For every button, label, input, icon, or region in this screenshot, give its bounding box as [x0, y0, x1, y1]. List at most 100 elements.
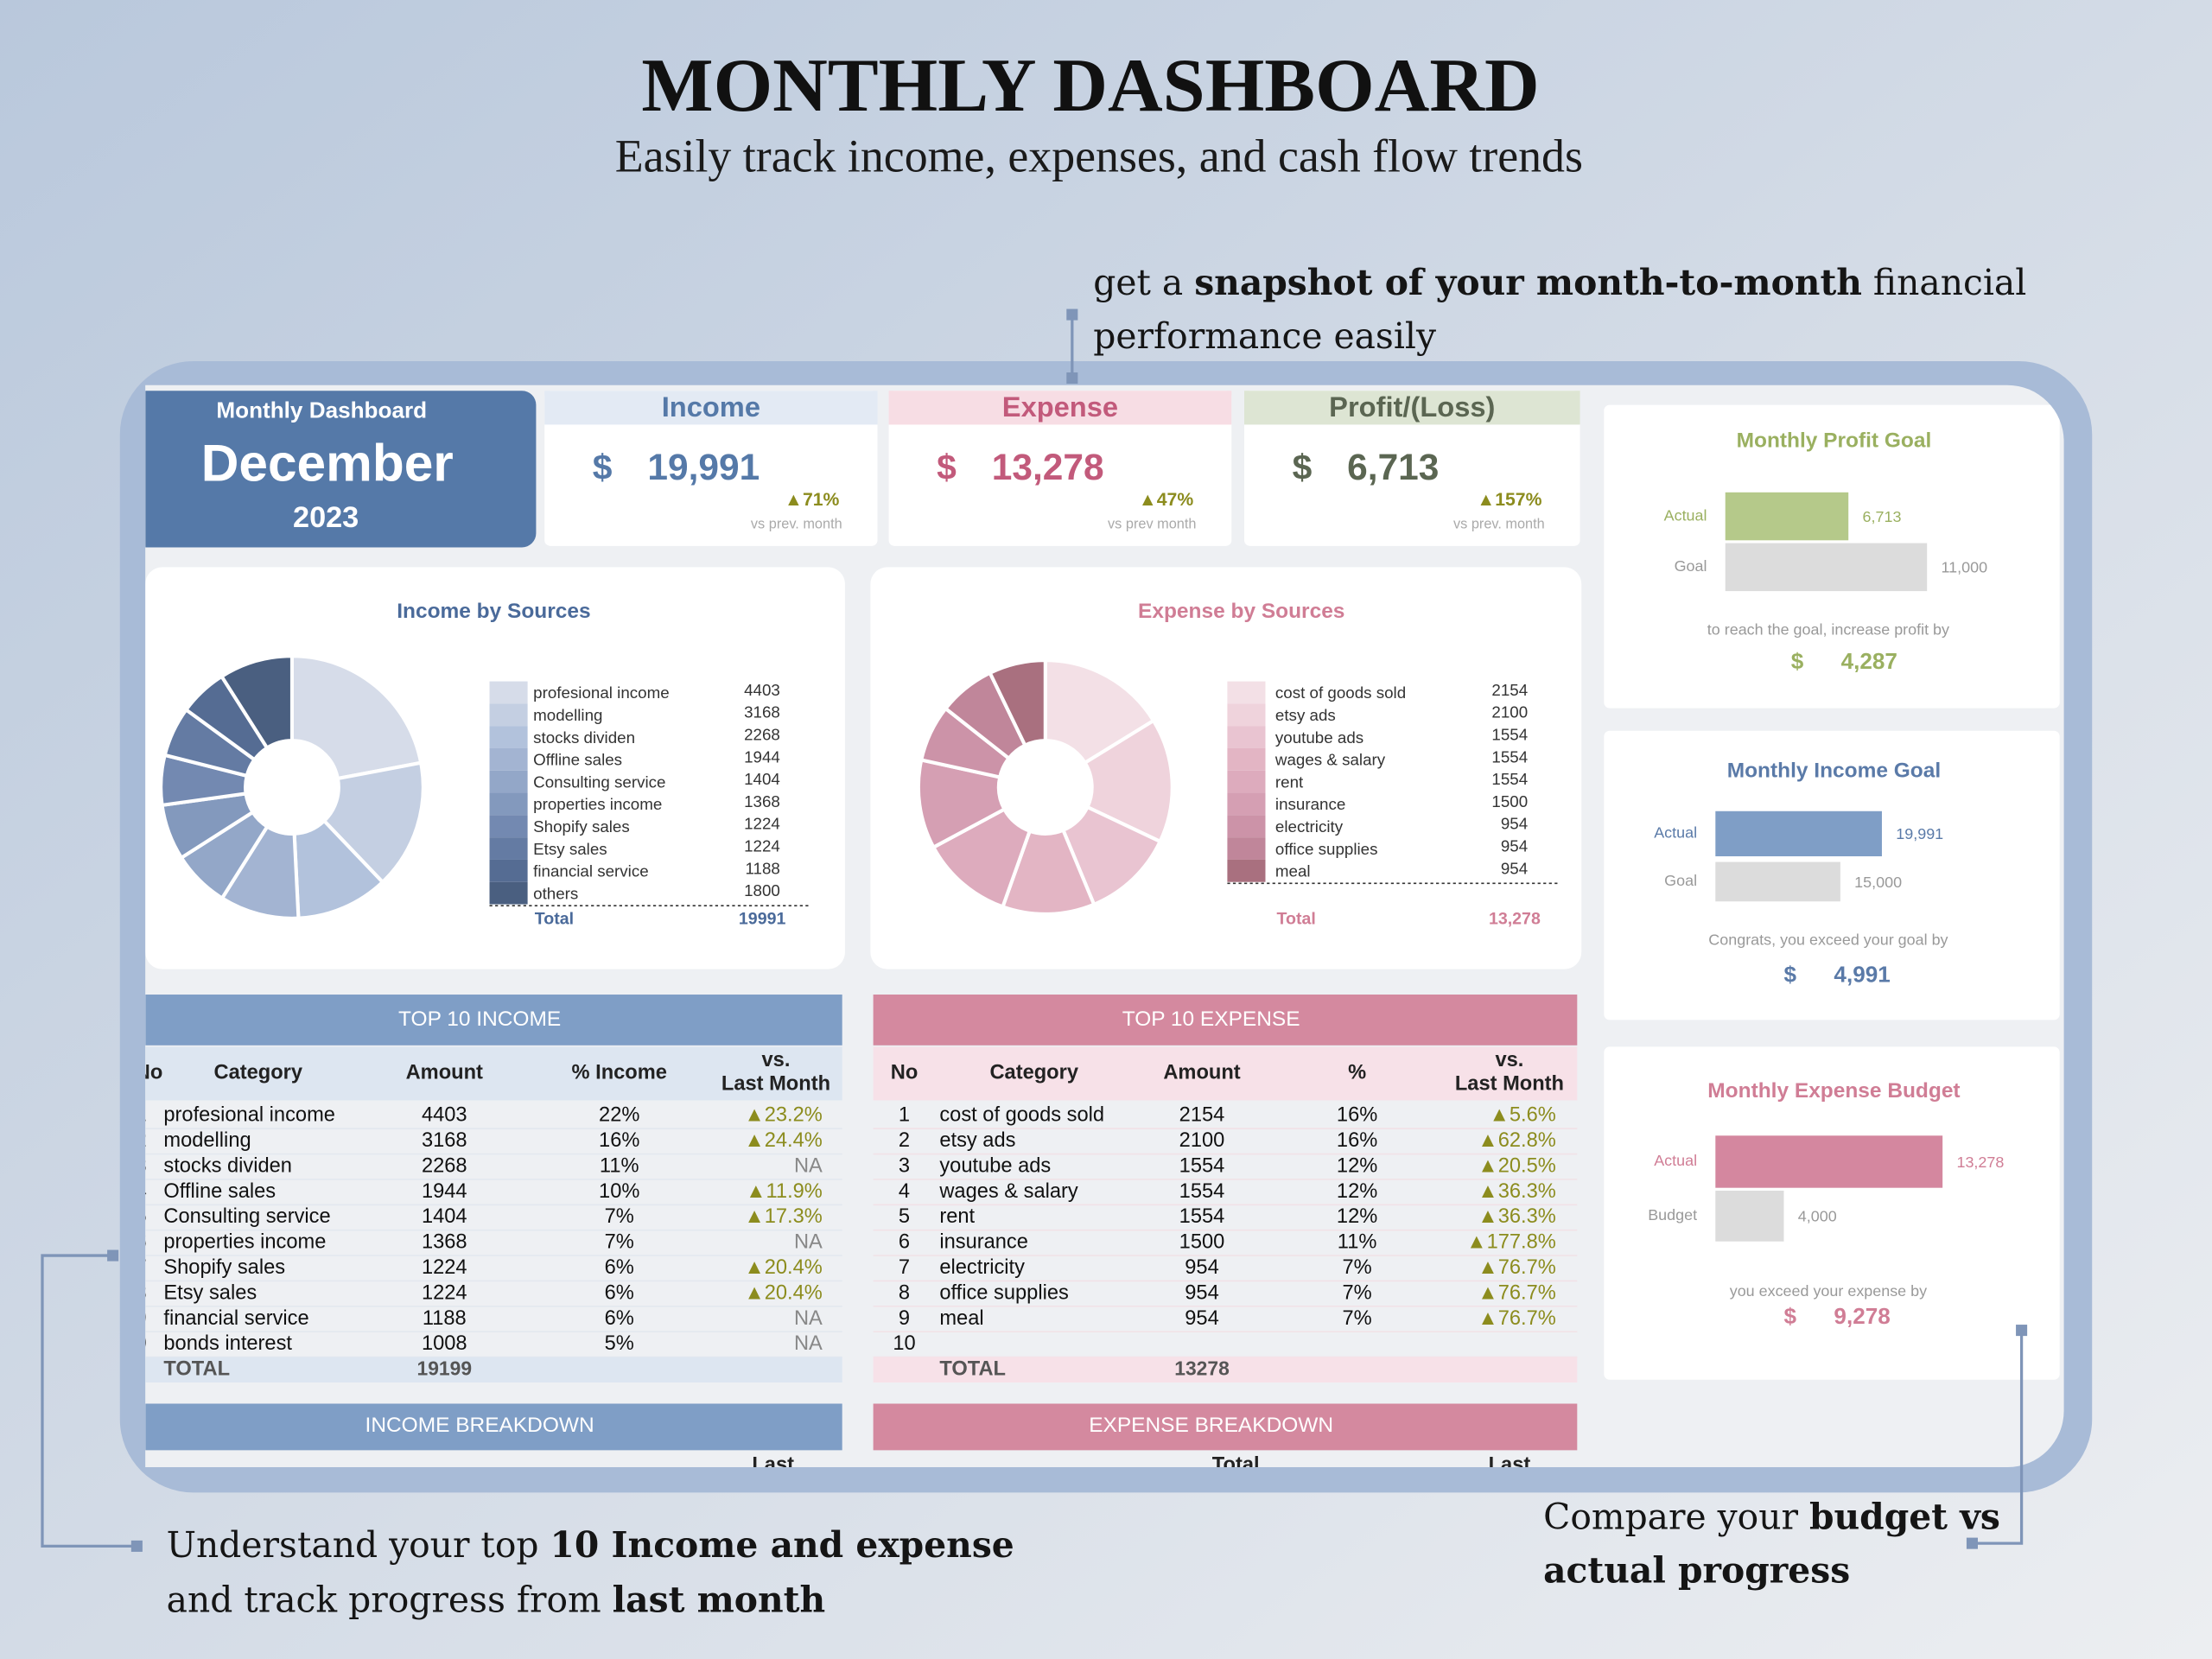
table-cell: 7% — [605, 1205, 634, 1228]
table-cell: modelling — [163, 1129, 251, 1152]
callout-segment: snapshot of your month-to-month — [1194, 261, 1862, 302]
total-label: Total — [1277, 910, 1316, 929]
kpi-card — [888, 391, 1232, 546]
table-cell: 8 — [136, 1281, 147, 1304]
table-cell: ▲20.4% — [744, 1256, 823, 1279]
legend-label: Consulting service — [533, 772, 665, 791]
table-cell: cost of goods sold — [939, 1104, 1104, 1127]
column-header: Last Month — [721, 1073, 830, 1096]
legend-label: properties income — [533, 795, 662, 813]
legend-label: rent — [1275, 772, 1304, 791]
table-cell: 5 — [136, 1205, 147, 1228]
table-cell: 1188 — [423, 1307, 467, 1330]
connector-left — [41, 1254, 137, 1548]
legend-swatch — [489, 747, 528, 771]
legend-label: financial service — [533, 862, 649, 880]
summary-year: 2023 — [293, 501, 359, 534]
donut-slice — [321, 760, 425, 885]
connector-ends — [107, 308, 2028, 1552]
table-cell: 9 — [136, 1307, 147, 1330]
table-cell: 5% — [605, 1332, 634, 1355]
goal-amount: 4,991 — [1834, 962, 1890, 988]
callout-segment: budget vs — [1809, 1496, 2000, 1537]
donut-slice — [289, 654, 423, 781]
table-cell: 1404 — [422, 1205, 467, 1228]
legend-value: 1554 — [1491, 770, 1528, 788]
bar — [1715, 810, 1882, 857]
legend-swatch — [489, 703, 528, 727]
bar — [1715, 861, 1840, 902]
callout-text: actual progress — [1543, 1549, 1850, 1591]
table-cell: ▲24.4% — [744, 1129, 823, 1152]
kpi-title: Expense — [1002, 391, 1118, 423]
table-cell: insurance — [939, 1231, 1028, 1254]
table-cell: 2268 — [422, 1154, 467, 1177]
bar-category: Actual — [1654, 1152, 1697, 1169]
legend-value: 954 — [1501, 837, 1528, 855]
column-header: Amount — [406, 1062, 483, 1084]
goal-note: you exceed your expense by — [1730, 1282, 1927, 1300]
table-cell: ▲36.3% — [1478, 1180, 1556, 1203]
total-value: 13,278 — [1489, 910, 1541, 929]
table-cell: Etsy sales — [163, 1281, 257, 1304]
table-cell: ▲11.9% — [746, 1180, 823, 1203]
bar-value-label: 15,000 — [1854, 874, 1902, 891]
table-cell: 6 — [899, 1231, 910, 1254]
legend-value: 1500 — [1491, 792, 1528, 810]
table-cell: 6% — [605, 1307, 634, 1330]
column-header: Amount — [1163, 1062, 1240, 1084]
page-subtitle: Easily track income, expenses, and cash … — [615, 130, 1583, 181]
table-cell: 1500 — [1179, 1231, 1225, 1254]
legend-value: 1554 — [1491, 747, 1528, 766]
table-cell: 954 — [1185, 1256, 1218, 1279]
connector-dot — [1066, 308, 1078, 321]
legend-swatch — [1227, 859, 1266, 882]
legend-value: 3168 — [744, 703, 780, 721]
donut-slice — [1082, 718, 1174, 844]
legend-swatch — [1227, 837, 1266, 860]
table-cell: 4 — [899, 1180, 910, 1203]
table-cell: ▲177.8% — [1466, 1231, 1556, 1254]
kpi-header — [544, 391, 878, 425]
table-cell: 1008 — [422, 1332, 467, 1355]
goal-currency: $ — [1791, 648, 1804, 674]
chart-title: Expense by Sources — [1138, 600, 1344, 623]
table-cell: ▲76.7% — [1478, 1256, 1556, 1279]
kpi-currency: $ — [1293, 447, 1313, 486]
legend-value: 2100 — [1491, 703, 1528, 721]
kpi-card — [1244, 391, 1580, 546]
legend-value: 954 — [1501, 815, 1528, 833]
callout-segment: 10 Income and expense — [550, 1524, 1014, 1566]
summary-label: Monthly Dashboard — [216, 397, 427, 423]
bar — [1715, 1190, 1784, 1242]
callout-text: and track progress from last month — [167, 1579, 826, 1620]
table-cell: 3 — [136, 1154, 147, 1177]
table-cell: etsy ads — [939, 1129, 1015, 1152]
table-cell: 2 — [136, 1129, 147, 1152]
chart-title: Monthly Expense Budget — [1707, 1079, 1960, 1103]
kpi-note: vs prev. month — [1453, 517, 1545, 532]
table-cell: ▲20.5% — [1478, 1154, 1556, 1177]
table-cell: 1554 — [1179, 1205, 1225, 1228]
legend-value: 1800 — [744, 881, 780, 899]
table-cell: ▲5.6% — [1489, 1104, 1555, 1127]
bar-value-label: 13,278 — [1956, 1154, 2004, 1171]
kpi-header — [1244, 391, 1580, 425]
kpi-change: ▲157% — [1477, 490, 1541, 510]
legend-swatch — [489, 881, 528, 905]
column-header: vs. — [762, 1049, 791, 1071]
callout-segment: actual progress — [1543, 1549, 1850, 1591]
table-cell: 4 — [136, 1180, 147, 1203]
table-cell: rent — [939, 1205, 975, 1228]
table-cell: ▲36.3% — [1478, 1205, 1556, 1228]
table-cell: 2154 — [1179, 1104, 1225, 1127]
legend-value: 1404 — [744, 770, 780, 788]
table-cell: NA — [794, 1307, 823, 1330]
table-cell: 12% — [1337, 1205, 1377, 1228]
table-cell: 2 — [899, 1129, 910, 1152]
kpi-currency: $ — [593, 447, 613, 486]
legend-value: 1554 — [1491, 726, 1528, 744]
table-cell: 10 — [124, 1332, 146, 1355]
table-cell: 7% — [1343, 1256, 1372, 1279]
